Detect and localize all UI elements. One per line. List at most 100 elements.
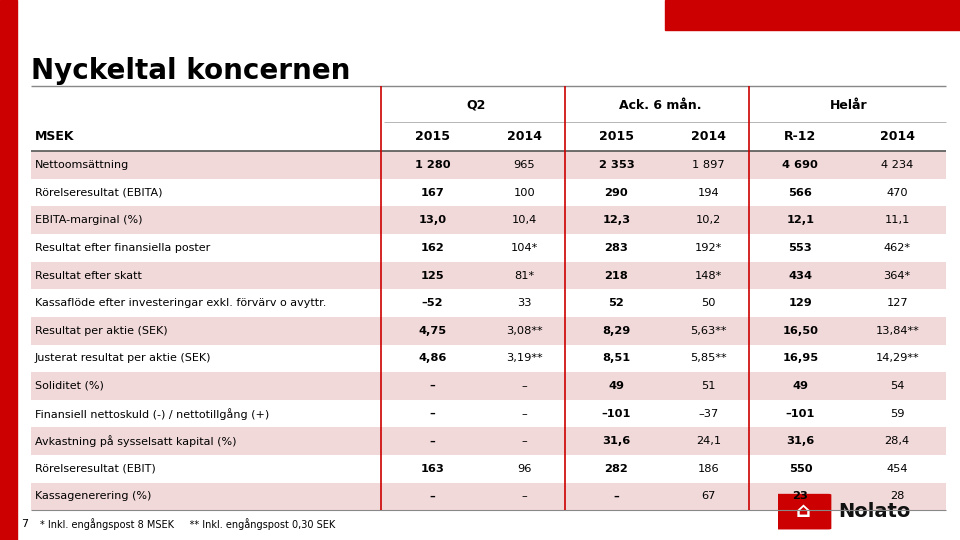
Text: 33: 33 (517, 298, 532, 308)
Text: 125: 125 (420, 271, 444, 280)
Text: –: – (521, 491, 527, 502)
Text: 13,0: 13,0 (419, 215, 446, 225)
Text: 566: 566 (788, 187, 812, 198)
Text: 8,51: 8,51 (602, 353, 631, 363)
Text: 10,2: 10,2 (696, 215, 721, 225)
Text: 283: 283 (605, 243, 629, 253)
Text: 24,1: 24,1 (696, 436, 721, 446)
Text: Nettoomsättning: Nettoomsättning (35, 160, 129, 170)
Text: 96: 96 (517, 464, 532, 474)
Text: 5,63**: 5,63** (690, 326, 727, 336)
Text: Ack. 6 mån.: Ack. 6 mån. (619, 99, 701, 112)
Text: Resultat per aktie (SEK): Resultat per aktie (SEK) (35, 326, 167, 336)
Text: 54: 54 (890, 381, 904, 391)
Text: 16,95: 16,95 (782, 353, 819, 363)
Text: R-12: R-12 (784, 130, 817, 143)
Text: –: – (430, 491, 436, 502)
Text: 218: 218 (605, 271, 628, 280)
Text: 282: 282 (605, 464, 628, 474)
Text: –37: –37 (698, 409, 718, 419)
Text: 7: 7 (21, 519, 28, 529)
FancyBboxPatch shape (774, 494, 831, 529)
Text: 11,1: 11,1 (884, 215, 910, 225)
Text: –101: –101 (785, 409, 815, 419)
Text: Nolato: Nolato (838, 502, 910, 521)
Text: Justerat resultat per aktie (SEK): Justerat resultat per aktie (SEK) (35, 353, 211, 363)
Text: Q2: Q2 (467, 99, 486, 112)
Text: 23: 23 (792, 491, 808, 502)
Bar (31, 483, 946, 510)
Text: 49: 49 (792, 381, 808, 391)
Text: 470: 470 (886, 187, 908, 198)
Text: 67: 67 (701, 491, 715, 502)
Text: 129: 129 (788, 298, 812, 308)
Text: 51: 51 (701, 381, 715, 391)
Text: 31,6: 31,6 (602, 436, 631, 446)
Text: 2014: 2014 (691, 130, 726, 143)
Text: 290: 290 (605, 187, 628, 198)
Text: Rörelseresultat (EBITA): Rörelseresultat (EBITA) (35, 187, 162, 198)
Text: Kassaflöde efter investeringar exkl. förvärv o avyttr.: Kassaflöde efter investeringar exkl. för… (35, 298, 326, 308)
Text: –: – (521, 409, 527, 419)
Bar (31, 151, 946, 179)
Text: 12,3: 12,3 (602, 215, 631, 225)
Text: 2014: 2014 (879, 130, 915, 143)
Text: 550: 550 (788, 464, 812, 474)
Text: Finansiell nettoskuld (-) / nettotillgång (+): Finansiell nettoskuld (-) / nettotillgån… (35, 408, 269, 420)
Text: ⌂: ⌂ (795, 501, 810, 521)
Bar (31, 206, 946, 234)
Text: 163: 163 (420, 464, 444, 474)
Text: 186: 186 (698, 464, 719, 474)
Text: 5,85**: 5,85** (690, 353, 727, 363)
Bar (31, 317, 946, 345)
Text: 59: 59 (890, 409, 904, 419)
Text: 28: 28 (890, 491, 904, 502)
Text: –: – (521, 436, 527, 446)
Text: 4 234: 4 234 (881, 160, 913, 170)
Text: 14,29**: 14,29** (876, 353, 919, 363)
Text: Resultat efter finansiella poster: Resultat efter finansiella poster (35, 243, 210, 253)
Text: 12,1: 12,1 (786, 215, 814, 225)
Text: 454: 454 (886, 464, 908, 474)
Text: 50: 50 (701, 298, 715, 308)
Text: 100: 100 (514, 187, 536, 198)
Text: 10,4: 10,4 (512, 215, 537, 225)
Text: 965: 965 (514, 160, 536, 170)
Text: 3,19**: 3,19** (506, 353, 542, 363)
Text: Avkastning på sysselsatt kapital (%): Avkastning på sysselsatt kapital (%) (35, 435, 236, 447)
Bar (31, 428, 946, 455)
Text: 364*: 364* (883, 271, 911, 280)
Text: Resultat efter skatt: Resultat efter skatt (35, 271, 141, 280)
Text: 4 690: 4 690 (782, 160, 818, 170)
Text: 2 353: 2 353 (599, 160, 635, 170)
Text: 81*: 81* (515, 271, 535, 280)
Text: 434: 434 (788, 271, 812, 280)
Text: 127: 127 (886, 298, 908, 308)
Text: 148*: 148* (695, 271, 722, 280)
Text: Soliditet (%): Soliditet (%) (35, 381, 104, 391)
Text: 2015: 2015 (599, 130, 634, 143)
Text: 16,50: 16,50 (782, 326, 818, 336)
Text: 13,84**: 13,84** (876, 326, 919, 336)
Text: –101: –101 (602, 409, 631, 419)
Text: 28,4: 28,4 (884, 436, 910, 446)
Text: Kassagenerering (%): Kassagenerering (%) (35, 491, 151, 502)
Text: * Inkl. engångspost 8 MSEK     ** Inkl. engångspost 0,30 SEK: * Inkl. engångspost 8 MSEK ** Inkl. engå… (40, 518, 336, 530)
Text: 4,75: 4,75 (419, 326, 446, 336)
Text: 2015: 2015 (415, 130, 450, 143)
Text: –52: –52 (421, 298, 444, 308)
Text: 194: 194 (698, 187, 719, 198)
Text: 1 897: 1 897 (692, 160, 725, 170)
Text: 104*: 104* (511, 243, 539, 253)
Bar (31, 262, 946, 289)
Text: –: – (430, 436, 436, 446)
Text: 1 280: 1 280 (415, 160, 450, 170)
Text: –: – (430, 381, 436, 391)
Text: 162: 162 (420, 243, 444, 253)
Text: 553: 553 (788, 243, 812, 253)
Text: EBITA-marginal (%): EBITA-marginal (%) (35, 215, 142, 225)
Text: –: – (521, 381, 527, 391)
Text: –: – (430, 409, 436, 419)
Text: 8,29: 8,29 (602, 326, 631, 336)
Text: 31,6: 31,6 (786, 436, 814, 446)
